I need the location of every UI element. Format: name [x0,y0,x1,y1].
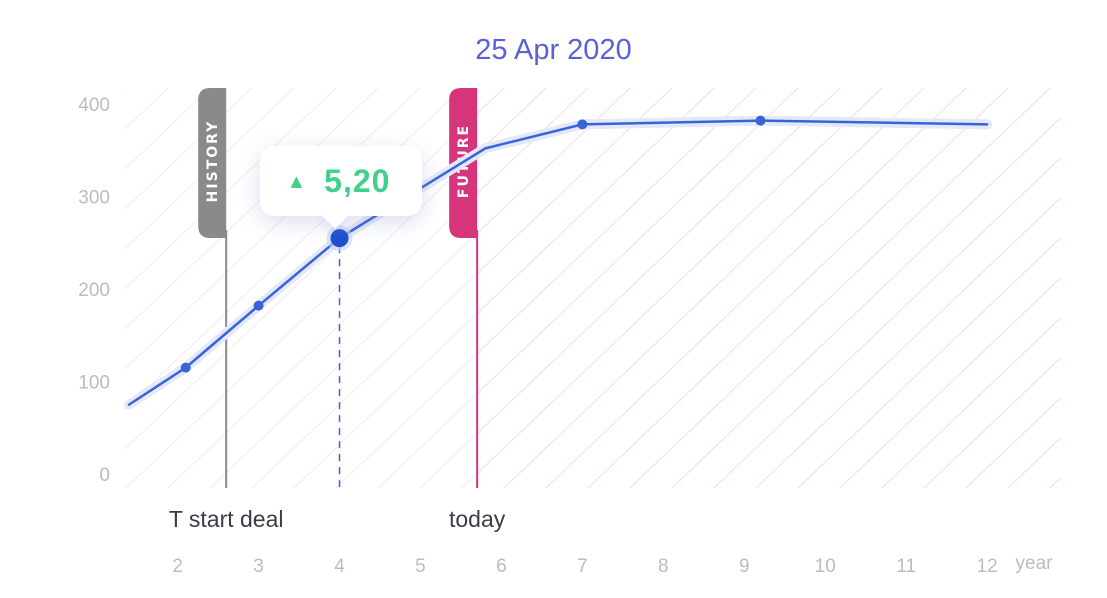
selected-point [330,229,349,248]
y-tick-label: 0 [99,465,110,486]
future-hatch-line [755,197,1060,488]
hatch-line [1007,437,1060,488]
future-hatch-line [477,87,883,475]
future-hatch-line [797,237,1060,488]
future-hatching [0,87,1107,488]
future-hatch-line [477,87,799,395]
y-tick-label: 400 [78,95,110,116]
hatch-line [713,157,1060,488]
future-hatch-line [545,87,967,488]
x-tick-label: 3 [253,556,264,577]
future-hatch-line [0,88,42,488]
future-hatch-line [477,87,841,435]
hatch-line [755,197,1060,488]
future-hatch-line [503,87,925,488]
y-tick-label: 100 [78,373,110,394]
x-tick-label: 8 [658,556,669,577]
future-hatch-line [1007,437,1060,488]
t-start-deal-label: T start deal [169,506,284,532]
future-hatch-line [477,87,673,275]
future-hatch-line [923,357,1060,488]
hatch-line [839,277,1060,488]
x-tick-label: 7 [577,556,588,577]
future-hatch-line [881,317,1060,488]
data-point [253,300,264,311]
x-tick-label: 2 [172,556,183,577]
x-tick-label: 10 [815,556,836,577]
history-marker: HISTORY T start deal [169,88,284,532]
future-hatch-line [477,87,757,355]
x-tick-label: 4 [334,556,345,577]
up-arrow-icon: ▲ [290,172,303,191]
future-hatch-line [629,87,1051,488]
history-tab [198,88,227,238]
future-hatch-line [477,87,715,315]
hatch-line [125,87,211,170]
hatch-line [0,88,42,488]
hatch-line [923,357,1060,488]
hatch-line [125,87,253,210]
hatch-line [1049,477,1060,488]
selected-point-layer [326,225,353,488]
hatch-line [125,87,505,450]
future-hatch-line [477,87,589,195]
y-tick-label: 300 [78,188,110,209]
hatch-line [797,237,1060,488]
future-hatch-line [713,157,1060,488]
future-hatch-line [671,117,1060,488]
history-tab-label: HISTORY [205,120,221,203]
y-tick-label: 200 [78,280,110,301]
data-point [755,115,766,126]
change-value: 5,20 [324,162,391,199]
series-layer [124,115,993,410]
hatch-line [1092,88,1107,488]
hatch-line [881,317,1060,488]
hatch-line [0,88,84,488]
today-label: today [449,506,506,532]
x-tick-label: 5 [415,556,426,577]
date-label: 25 Apr 2020 [475,34,632,66]
x-tick-label: 6 [496,556,507,577]
x-tick-label: 9 [739,556,750,577]
x-axis-ticks: 2 3 4 5 6 7 8 9 10 11 12 [172,556,997,577]
x-axis-unit-label: year [1016,553,1054,574]
x-tick-label: 12 [977,556,998,577]
future-hatch-line [965,397,1060,488]
future-hatch-line [1049,477,1060,488]
future-hatch-line [839,277,1060,488]
data-point [577,119,588,130]
future-hatch-line [0,88,84,488]
y-axis-ticks: 0 100 200 300 400 [78,95,110,486]
future-hatch-line [477,87,631,235]
data-point [180,362,191,373]
future-hatch-line [1092,88,1107,488]
background-hatching [0,87,1107,488]
future-hatch-line [587,87,1009,488]
x-tick-label: 11 [896,556,916,577]
change-tooltip: ▲ 5,20 [259,146,422,217]
